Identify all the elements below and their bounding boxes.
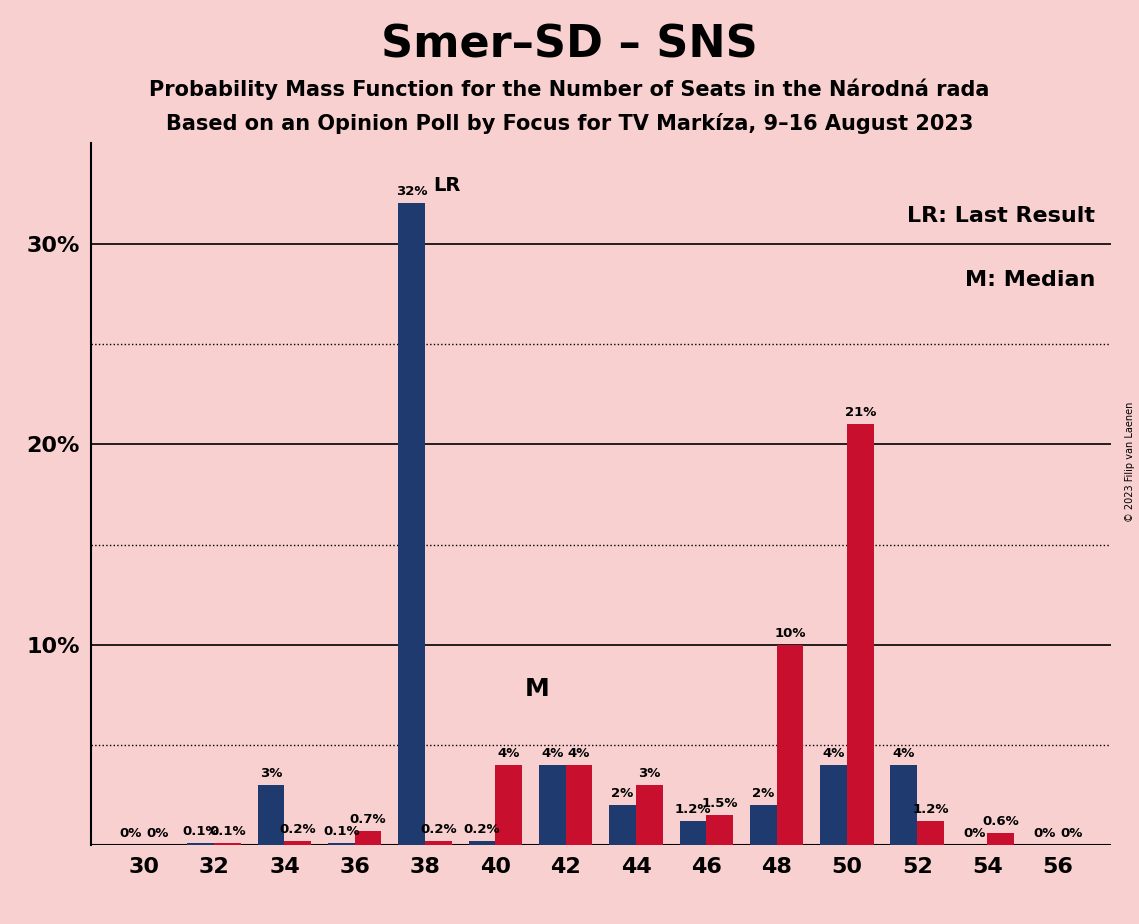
Bar xyxy=(468,842,495,845)
Text: 0.6%: 0.6% xyxy=(983,815,1019,829)
Text: 4%: 4% xyxy=(541,748,564,760)
Bar xyxy=(354,832,382,845)
Text: 1.2%: 1.2% xyxy=(674,803,711,817)
Text: 0%: 0% xyxy=(1033,828,1056,841)
Text: 4%: 4% xyxy=(568,748,590,760)
Text: M: M xyxy=(525,677,550,701)
Bar xyxy=(891,765,917,845)
Text: 4%: 4% xyxy=(822,748,845,760)
Text: 0%: 0% xyxy=(120,828,141,841)
Bar xyxy=(214,844,240,845)
Bar xyxy=(257,785,285,845)
Text: M: Median: M: Median xyxy=(965,270,1096,289)
Bar xyxy=(285,842,311,845)
Bar xyxy=(566,765,592,845)
Text: 0.2%: 0.2% xyxy=(464,823,500,836)
Bar xyxy=(399,203,425,845)
Bar xyxy=(680,821,706,845)
Bar xyxy=(749,806,777,845)
Text: 0.1%: 0.1% xyxy=(323,825,360,838)
Text: 0.2%: 0.2% xyxy=(279,823,317,836)
Bar xyxy=(188,844,214,845)
Bar xyxy=(425,842,452,845)
Text: 0%: 0% xyxy=(1060,828,1082,841)
Text: 3%: 3% xyxy=(638,767,661,780)
Text: 2%: 2% xyxy=(752,787,775,800)
Text: 0%: 0% xyxy=(146,828,169,841)
Text: 4%: 4% xyxy=(498,748,519,760)
Bar xyxy=(539,765,566,845)
Text: 0%: 0% xyxy=(962,828,985,841)
Bar xyxy=(328,844,354,845)
Text: © 2023 Filip van Laenen: © 2023 Filip van Laenen xyxy=(1125,402,1134,522)
Text: 4%: 4% xyxy=(893,748,915,760)
Text: 2%: 2% xyxy=(612,787,633,800)
Bar xyxy=(988,833,1014,845)
Text: 32%: 32% xyxy=(396,186,427,199)
Text: 0.1%: 0.1% xyxy=(182,825,219,838)
Text: Probability Mass Function for the Number of Seats in the Národná rada: Probability Mass Function for the Number… xyxy=(149,79,990,100)
Bar xyxy=(636,785,663,845)
Text: Based on an Opinion Poll by Focus for TV Markíza, 9–16 August 2023: Based on an Opinion Poll by Focus for TV… xyxy=(166,113,973,134)
Bar xyxy=(706,815,734,845)
Text: Smer–SD – SNS: Smer–SD – SNS xyxy=(382,23,757,67)
Text: 21%: 21% xyxy=(844,407,876,419)
Bar xyxy=(777,645,803,845)
Bar xyxy=(609,806,636,845)
Text: 0.1%: 0.1% xyxy=(210,825,246,838)
Bar xyxy=(820,765,847,845)
Text: 0.2%: 0.2% xyxy=(420,823,457,836)
Text: LR: Last Result: LR: Last Result xyxy=(908,206,1096,226)
Text: 1.5%: 1.5% xyxy=(702,797,738,810)
Text: LR: LR xyxy=(433,176,460,195)
Bar xyxy=(495,765,522,845)
Text: 0.7%: 0.7% xyxy=(350,813,386,826)
Text: 10%: 10% xyxy=(775,626,805,639)
Text: 3%: 3% xyxy=(260,767,282,780)
Text: 1.2%: 1.2% xyxy=(912,803,949,817)
Bar xyxy=(847,424,874,845)
Bar xyxy=(917,821,944,845)
